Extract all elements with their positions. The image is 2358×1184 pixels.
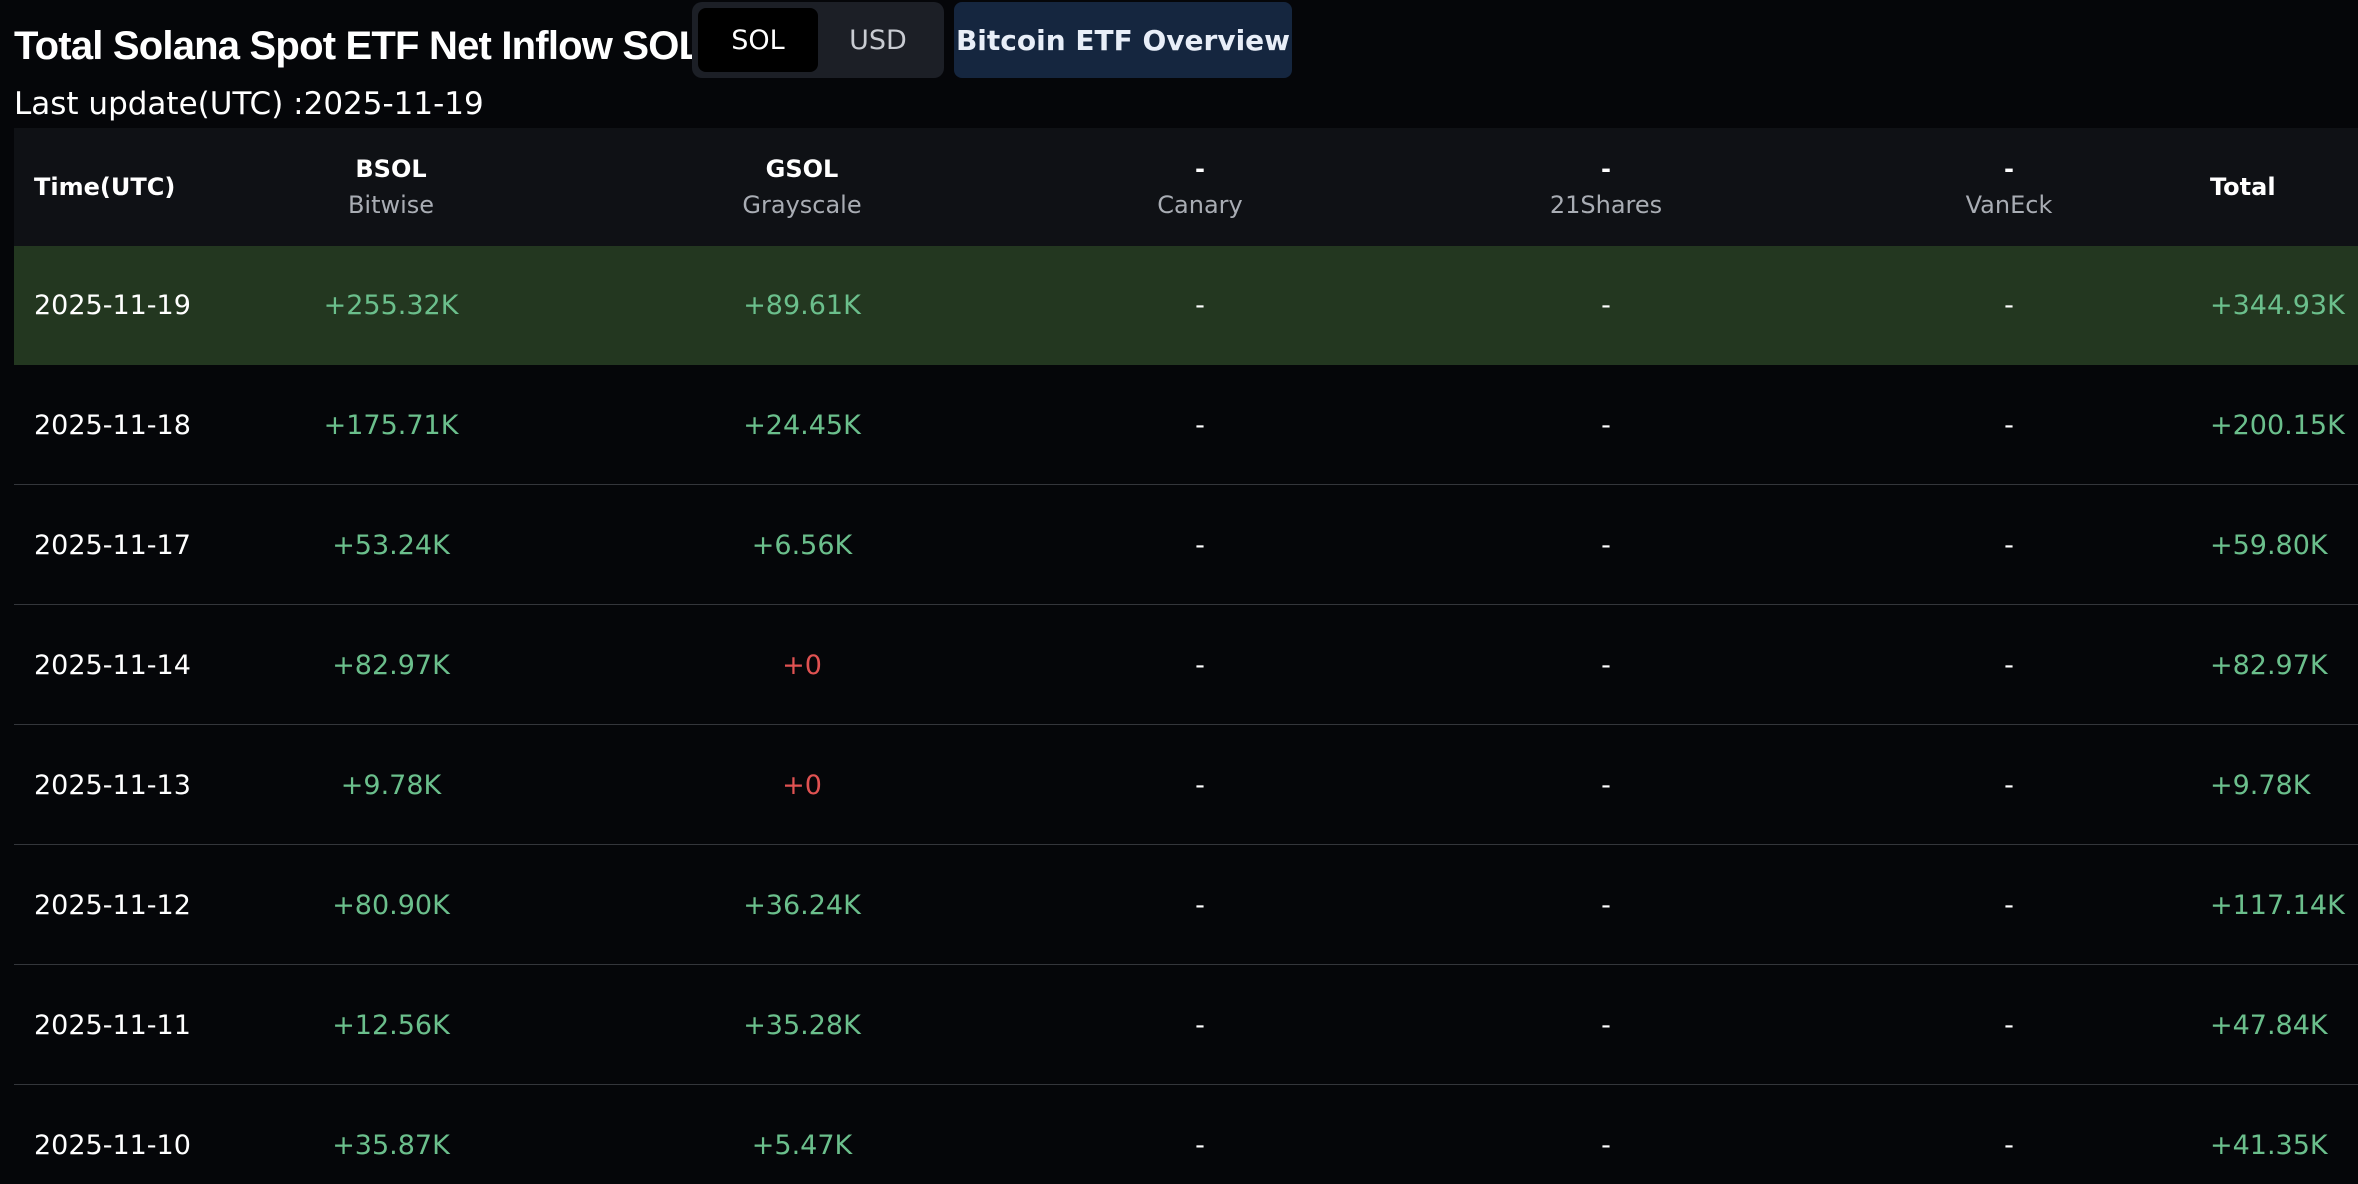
cell-bsol: +12.56K: [332, 1009, 450, 1041]
cell-canary: -: [1195, 289, 1205, 321]
cell-date: 2025-11-19: [34, 289, 191, 321]
cell-date: 2025-11-17: [34, 529, 191, 561]
cell-vaneck: -: [2004, 289, 2014, 321]
table-row: 2025-11-13 +9.78K +0 - - - +9.78K: [14, 726, 2358, 845]
cell-canary: -: [1195, 409, 1205, 441]
cell-vaneck: -: [2004, 1129, 2014, 1161]
cell-canary: -: [1195, 769, 1205, 801]
column-header-gsol[interactable]: GSOL Grayscale: [742, 155, 862, 219]
cell-gsol: +0: [782, 769, 822, 801]
cell-canary: -: [1195, 1009, 1205, 1041]
currency-toggle[interactable]: SOL USD: [692, 2, 944, 78]
cell-vaneck: -: [2004, 649, 2014, 681]
cell-gsol: +24.45K: [743, 409, 861, 441]
cell-bsol: +175.71K: [323, 409, 459, 441]
table-row: 2025-11-18 +175.71K +24.45K - - - +200.15K: [14, 366, 2358, 485]
column-header-vaneck[interactable]: - VanEck: [1965, 155, 2053, 219]
cell-date: 2025-11-13: [34, 769, 191, 801]
table-row: 2025-11-11 +12.56K +35.28K - - - +47.84K: [14, 966, 2358, 1085]
cell-vaneck: -: [2004, 889, 2014, 921]
cell-21shares: -: [1601, 1009, 1611, 1041]
cell-vaneck: -: [2004, 409, 2014, 441]
last-update: Last update(UTC) :2025-11-19: [14, 86, 484, 122]
cell-bsol: +255.32K: [323, 289, 459, 321]
cell-bsol: +82.97K: [332, 649, 450, 681]
cell-bsol: +9.78K: [340, 769, 442, 801]
cell-date: 2025-11-11: [34, 1009, 191, 1041]
cell-21shares: -: [1601, 409, 1611, 441]
cell-bsol: +35.87K: [332, 1129, 450, 1161]
cell-gsol: +0: [782, 649, 822, 681]
cell-total: +47.84K: [2210, 1009, 2328, 1041]
page-title: Total Solana Spot ETF Net Inflow SOL: [14, 24, 703, 68]
cell-vaneck: -: [2004, 769, 2014, 801]
top-bar: Total Solana Spot ETF Net Inflow SOL SOL…: [0, 0, 2358, 128]
table-row: 2025-11-19 +255.32K +89.61K - - - +344.93K: [14, 246, 2358, 365]
column-header-21shares[interactable]: - 21Shares: [1549, 155, 1663, 219]
bitcoin-etf-overview-button[interactable]: Bitcoin ETF Overview: [954, 2, 1292, 78]
cell-canary: -: [1195, 889, 1205, 921]
cell-vaneck: -: [2004, 529, 2014, 561]
cell-21shares: -: [1601, 889, 1611, 921]
cell-gsol: +89.61K: [743, 289, 861, 321]
etf-flow-table: Time(UTC) BSOL Bitwise GSOL Grayscale - …: [14, 128, 2358, 1184]
cell-gsol: +36.24K: [743, 889, 861, 921]
cell-total: +200.15K: [2210, 409, 2345, 441]
cell-gsol: +5.47K: [751, 1129, 853, 1161]
cell-date: 2025-11-14: [34, 649, 191, 681]
cell-total: +82.97K: [2210, 649, 2328, 681]
cell-21shares: -: [1601, 529, 1611, 561]
cell-date: 2025-11-10: [34, 1129, 191, 1161]
cell-21shares: -: [1601, 289, 1611, 321]
cell-total: +41.35K: [2210, 1129, 2328, 1161]
cell-canary: -: [1195, 1129, 1205, 1161]
cell-canary: -: [1195, 649, 1205, 681]
cell-total: +59.80K: [2210, 529, 2328, 561]
cell-total: +117.14K: [2210, 889, 2345, 921]
cell-bsol: +53.24K: [332, 529, 450, 561]
table-row: 2025-11-17 +53.24K +6.56K - - - +59.80K: [14, 486, 2358, 605]
column-header-total[interactable]: Total: [2210, 173, 2276, 201]
cell-21shares: -: [1601, 769, 1611, 801]
table-row: 2025-11-14 +82.97K +0 - - - +82.97K: [14, 606, 2358, 725]
table-row: 2025-11-12 +80.90K +36.24K - - - +117.14K: [14, 846, 2358, 965]
table-header: Time(UTC) BSOL Bitwise GSOL Grayscale - …: [14, 128, 2358, 246]
toggle-sol[interactable]: SOL: [698, 8, 818, 72]
cell-total: +344.93K: [2210, 289, 2345, 321]
toggle-usd[interactable]: USD: [849, 24, 907, 56]
cell-date: 2025-11-12: [34, 889, 191, 921]
cell-date: 2025-11-18: [34, 409, 191, 441]
table-row: 2025-11-10 +35.87K +5.47K - - - +41.35K: [14, 1086, 2358, 1184]
column-header-bsol[interactable]: BSOL Bitwise: [347, 155, 435, 219]
cell-21shares: -: [1601, 1129, 1611, 1161]
column-header-time[interactable]: Time(UTC): [34, 173, 176, 201]
cell-bsol: +80.90K: [332, 889, 450, 921]
cell-gsol: +6.56K: [751, 529, 853, 561]
cell-gsol: +35.28K: [743, 1009, 861, 1041]
column-header-canary[interactable]: - Canary: [1157, 155, 1243, 219]
cell-total: +9.78K: [2210, 769, 2311, 801]
cell-canary: -: [1195, 529, 1205, 561]
cell-vaneck: -: [2004, 1009, 2014, 1041]
cell-21shares: -: [1601, 649, 1611, 681]
